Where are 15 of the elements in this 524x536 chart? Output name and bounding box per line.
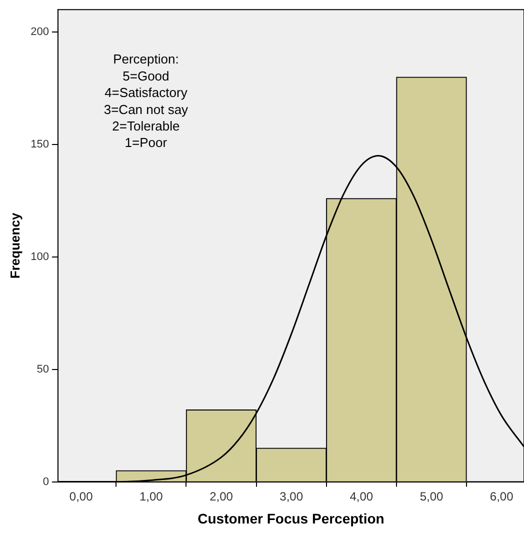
x-tick-label: 5,00: [420, 489, 444, 504]
x-tick-label: 6,00: [490, 489, 514, 504]
x-tick-label: 4,00: [350, 489, 374, 504]
x-tick-label: 3,00: [280, 489, 304, 504]
y-axis-title: Frequency: [7, 212, 22, 279]
y-tick-label: 50: [36, 363, 49, 376]
x-axis-title: Customer Focus Perception: [198, 510, 384, 526]
x-tick-label: 1,00: [139, 489, 164, 504]
y-tick-label: 100: [30, 250, 49, 263]
x-tick-label: 2,00: [210, 489, 234, 504]
y-tick-label: 200: [30, 26, 49, 38]
y-tick-label: 0: [42, 476, 49, 488]
y-tick-label: 150: [30, 138, 49, 151]
annotation: Perception: 5=Good 4=Satisfactory 3=Can not say 2=Tolerable 1=Poor: [104, 52, 189, 150]
x-tick-label: 0,00: [69, 489, 94, 504]
